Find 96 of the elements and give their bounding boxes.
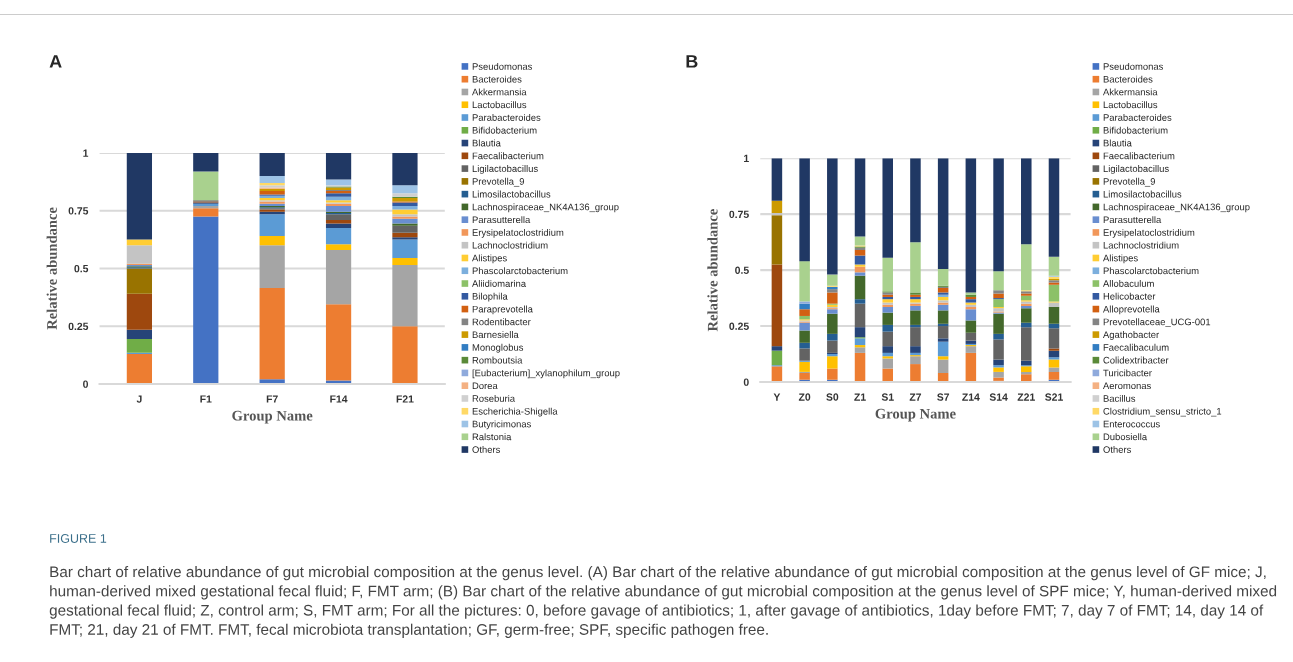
legend-label: Rodentibacter <box>472 318 531 326</box>
x-tick-label: Z0 <box>798 393 811 401</box>
legend-label: Roseburia <box>472 394 516 402</box>
legend-label: Prevotella_9 <box>472 177 525 187</box>
caption: FIGURE 1 <box>50 534 107 543</box>
legend-label: Monoglobus <box>472 343 524 353</box>
legend-label: Phascolarctobacterium <box>1103 267 1199 275</box>
y-tick-label: 0 <box>743 378 749 386</box>
legend-label: [Eubacterium]_xylanophilum_group <box>472 369 620 379</box>
x-tick-label: S21 <box>1045 393 1063 401</box>
legend-label: Bacillus <box>1103 394 1136 402</box>
x-tick-label: S7 <box>937 393 950 401</box>
y-tick-label: 0.5 <box>735 266 749 274</box>
x-tick-label: S0 <box>826 393 839 401</box>
legend-label: Erysipelatoclostridium <box>1103 228 1195 238</box>
x-tick-label: Z14 <box>962 393 980 401</box>
legend-label: Lactobacillus <box>1103 101 1158 109</box>
legend-label: Pseudomonas <box>472 62 533 70</box>
legend-label: Lachnospiraceae_NK4A136_group <box>1103 203 1250 213</box>
x-tick-label: F1 <box>200 395 212 403</box>
legend-label: Romboutsia <box>472 356 523 364</box>
x-tick-label: F14 <box>330 395 348 403</box>
legend-label: Bacteroides <box>1103 75 1153 83</box>
legend-label: Blautia <box>472 139 501 147</box>
legend-label: Erysipelatoclostridium <box>472 228 564 238</box>
legend-label: Bifidobacterium <box>472 126 537 134</box>
y-tick-label: 0.25 <box>729 322 749 330</box>
legend-label: Bilophila <box>472 292 508 302</box>
legend-label: Helicobacter <box>1103 292 1156 300</box>
y-axis-title: Relative abundance <box>707 209 718 332</box>
x-tick-label: J <box>136 395 142 403</box>
legend-label: Akkermansia <box>472 88 527 96</box>
legend-label: Lactobacillus <box>472 101 527 109</box>
y-tick-label: 1 <box>83 149 89 157</box>
y-tick-label: 0.5 <box>74 264 89 273</box>
y-axis-title: Relative abundance <box>46 207 57 330</box>
legend-label: Akkermansia <box>1102 88 1158 96</box>
legend-label: Alloprevotella <box>1102 305 1160 315</box>
legend-label: Lachnoclostridium <box>1103 241 1179 249</box>
legend-label: Faecalibacterium <box>472 152 544 160</box>
text: Bar chart of relative abundance of gut microbial composition at the genus level. (A) Bar chart of the relative abundance of gut microbial composition at the genus level of GF mice; J, human-derived mixed gestational fecal fluid; F, FMT arm; (B) Bar chart of the relative abundance of gut microbial composition at the genus level of SPF mice; Y, human-derived mixed gestational fecal fluid; Z, control arm; S, FMT arm; For all the pictures: 0, before gavage of antibiotics; 1, after gavage of antibiotics, 1day before FMT; 7, day 7 of FMT; 14, day 14 of FMT; 21, day 21 of FMT. FMT, fecal microbiota transplantation; GF, germ-free; SPF, specific pathogen free. <box>49 566 1277 638</box>
legend-label: Parasutterella <box>472 216 531 224</box>
legend-label: Parabacteroides <box>1103 113 1172 121</box>
x-axis-title: Group Name <box>875 408 956 422</box>
y-tick-label: 0 <box>83 380 89 388</box>
legend-label: Colidextribacter <box>1103 356 1169 364</box>
y-tick-label: 1 <box>744 154 749 162</box>
legend-label: Aliidiomarina <box>472 279 527 287</box>
x-axis-title: Group Name <box>232 410 313 424</box>
legend-label: Agathobacter <box>1102 331 1159 340</box>
legend-label: Dorea <box>472 382 498 390</box>
x-tick-label: Z7 <box>909 393 922 401</box>
legend-label: Clostridium_sensu_stricto_1 <box>1103 407 1222 417</box>
legend-label: Aeromonas <box>1102 382 1151 390</box>
legend-label: Limosilactobacillus <box>472 190 551 198</box>
legend-label: Parasutterella <box>1103 216 1162 224</box>
legend-label: Parabacteroides <box>472 113 541 121</box>
legend-label: Lachnospiraceae_NK4A136_group <box>472 203 619 213</box>
legend-label: Others <box>472 446 500 453</box>
legend-label: Dubosiella <box>1103 433 1148 441</box>
legend-label: Blautia <box>1103 139 1132 147</box>
x-tick-label: Z1 <box>854 393 866 401</box>
x-tick-label: S14 <box>989 393 1008 401</box>
legend-label: Faecalibacterium <box>1103 152 1175 160</box>
legend-label: Bacteroides <box>472 75 522 83</box>
legend-label: Escherichia-Shigella <box>472 407 558 417</box>
legend-label: Ligilactobacillus <box>1103 165 1169 174</box>
legend-label: Phascolarctobacterium <box>472 267 568 275</box>
legend-label: Allobaculum <box>1102 279 1154 287</box>
y-tick-label: 0.75 <box>68 207 89 215</box>
y-tick-label: 0.25 <box>68 322 89 331</box>
legend-label: Enterococcus <box>1103 420 1160 428</box>
legend-label: Pseudomonas <box>1103 62 1164 70</box>
legend-label: Turicibacter <box>1103 369 1152 377</box>
legend-label: Lachnoclostridium <box>472 241 548 249</box>
chart-title: A <box>49 55 62 68</box>
legend-label: Limosilactobacillus <box>1103 190 1182 198</box>
legend-label: Ralstonia <box>472 433 512 441</box>
x-tick-label: S1 <box>881 393 894 401</box>
legend-label: Prevotella_9 <box>1103 177 1156 187</box>
legend-label: Alistipes <box>472 254 507 264</box>
x-tick-label: Z21 <box>1017 393 1035 401</box>
legend-label: Bifidobacterium <box>1103 126 1168 134</box>
y-tick-label: 0.75 <box>729 210 749 219</box>
chart-title: B <box>686 55 698 68</box>
legend-label: Barnesiella <box>472 331 519 339</box>
legend-label: Ligilactobacillus <box>472 165 538 174</box>
legend-label: Alistipes <box>1102 254 1138 264</box>
legend-label: Paraprevotella <box>472 305 533 315</box>
legend-label: Others <box>1103 446 1131 453</box>
legend-label: Prevotellaceae_UCG-001 <box>1103 318 1211 328</box>
x-tick-label: F7 <box>266 395 278 403</box>
legend-label: Faecalibaculum <box>1103 343 1169 351</box>
x-tick-label: F21 <box>396 395 414 403</box>
x-tick-label: Y <box>773 393 781 401</box>
legend-label: Butyricimonas <box>472 420 531 430</box>
